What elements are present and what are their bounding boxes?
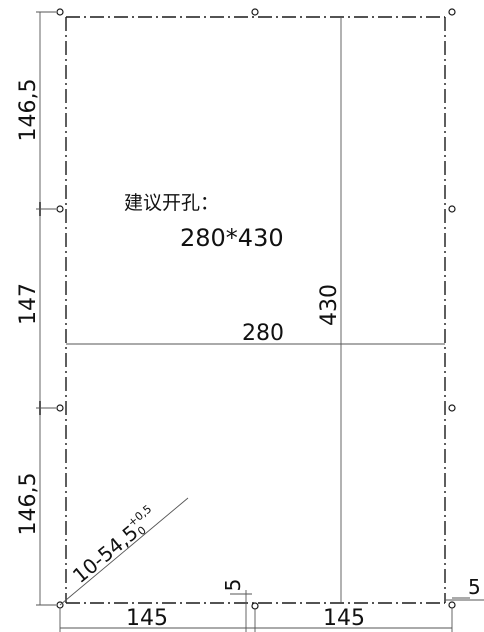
hole bbox=[448, 8, 456, 16]
dim-left-top: 146,5 bbox=[16, 79, 41, 142]
hole-callout-text: 10-54,5 bbox=[68, 520, 143, 588]
hole bbox=[56, 8, 64, 16]
hole bbox=[251, 8, 259, 16]
right-gap-dimension bbox=[445, 597, 484, 601]
cutout-note-value: 280*430 bbox=[180, 224, 284, 252]
cutout-dimension-lines bbox=[66, 17, 445, 603]
panel-outline bbox=[65, 16, 446, 604]
dim-bottom-gap: 5 bbox=[221, 579, 245, 592]
dim-bottom-left: 145 bbox=[126, 606, 168, 631]
hole bbox=[56, 404, 64, 412]
bottom-dimension-line bbox=[59, 590, 453, 632]
dim-bottom-right: 145 bbox=[323, 606, 365, 631]
dim-cutout-height: 430 bbox=[317, 284, 342, 326]
cutout-note-label: 建议开孔： bbox=[124, 192, 220, 214]
dim-left-middle: 147 bbox=[16, 283, 41, 325]
hole-leader-line bbox=[59, 497, 189, 606]
dim-right-gap: 5 bbox=[468, 575, 481, 599]
hole bbox=[448, 205, 456, 213]
mounting-holes bbox=[56, 8, 456, 610]
hole bbox=[56, 205, 64, 213]
dim-left-bottom: 146,5 bbox=[16, 473, 41, 536]
hole bbox=[448, 601, 456, 609]
dim-cutout-width: 280 bbox=[242, 321, 284, 346]
hole-callout: 10-54,5 +0,5 0 bbox=[68, 502, 154, 588]
hole bbox=[448, 404, 456, 412]
left-dimension-line bbox=[36, 11, 56, 606]
